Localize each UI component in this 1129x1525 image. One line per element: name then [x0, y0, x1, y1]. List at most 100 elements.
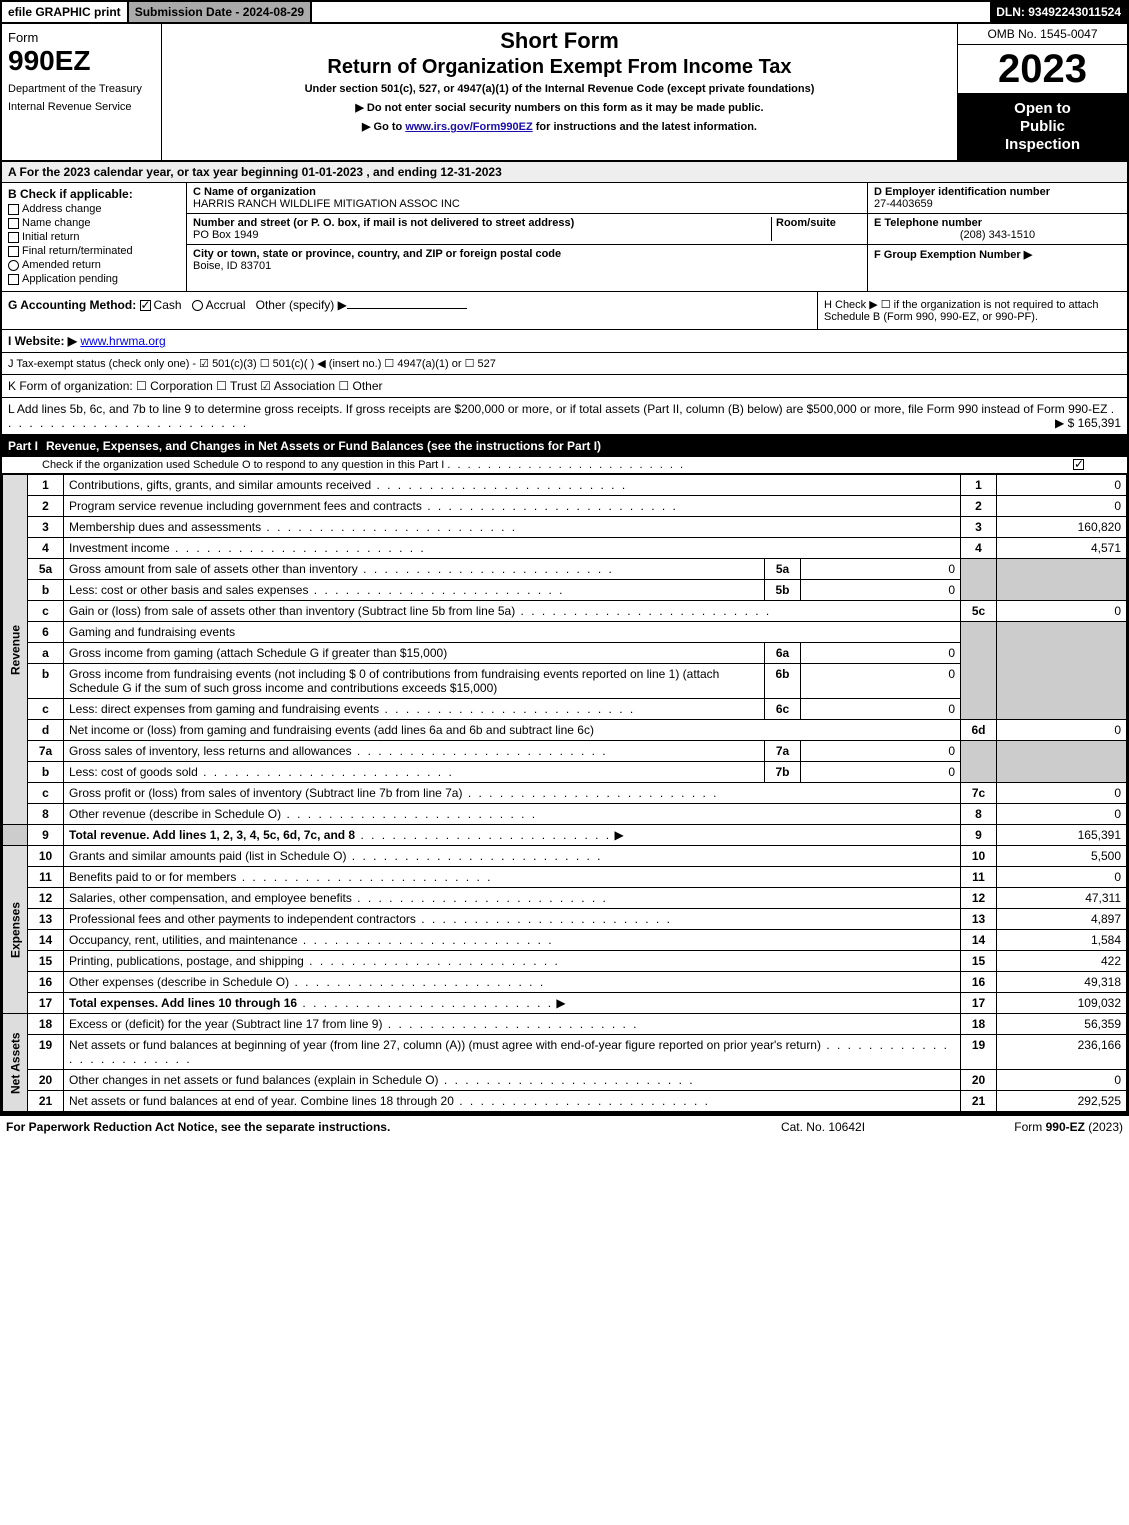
c-name-label: C Name of organization: [193, 186, 861, 198]
open-inspection: Open to Public Inspection: [958, 94, 1127, 160]
rno-14: 14: [961, 930, 997, 951]
chk-name[interactable]: Name change: [8, 217, 180, 229]
c-city-value: Boise, ID 83701: [193, 260, 271, 272]
desc-6d: Net income or (loss) from gaming and fun…: [64, 720, 961, 741]
rno-11: 11: [961, 867, 997, 888]
g-accrual: Accrual: [206, 298, 246, 312]
val-7c: 0: [997, 783, 1127, 804]
val-4: 4,571: [997, 538, 1127, 559]
rno-19: 19: [961, 1035, 997, 1070]
section-k: K Form of organization: ☐ Corporation ☐ …: [2, 375, 1127, 398]
lno-21: 21: [28, 1091, 64, 1112]
il-6c: 6c: [765, 699, 801, 720]
c-name-block: C Name of organization HARRIS RANCH WILD…: [187, 183, 867, 214]
val-6d: 0: [997, 720, 1127, 741]
g-other: Other (specify) ▶: [256, 298, 347, 312]
desc-5b: Less: cost or other basis and sales expe…: [64, 580, 765, 601]
desc-6b: Gross income from fundraising events (no…: [64, 664, 765, 699]
section-c: C Name of organization HARRIS RANCH WILD…: [187, 183, 867, 291]
g-other-input[interactable]: [347, 308, 467, 309]
desc-5a: Gross amount from sale of assets other t…: [64, 559, 765, 580]
val-20: 0: [997, 1070, 1127, 1091]
val-8: 0: [997, 804, 1127, 825]
footer-left: For Paperwork Reduction Act Notice, see …: [6, 1120, 723, 1134]
val-15: 422: [997, 951, 1127, 972]
desc-7b: Less: cost of goods sold: [64, 762, 765, 783]
chk-final[interactable]: Final return/terminated: [8, 245, 180, 257]
desc-19: Net assets or fund balances at beginning…: [64, 1035, 961, 1070]
lno-14: 14: [28, 930, 64, 951]
page-footer: For Paperwork Reduction Act Notice, see …: [0, 1114, 1129, 1138]
val-17: 109,032: [997, 993, 1127, 1014]
irs-link[interactable]: www.irs.gov/Form990EZ: [405, 121, 532, 133]
e-label: E Telephone number: [874, 217, 982, 229]
l-value: ▶ $ 165,391: [1055, 416, 1121, 430]
rno-4: 4: [961, 538, 997, 559]
val-2: 0: [997, 496, 1127, 517]
rno-18: 18: [961, 1014, 997, 1035]
chk-address[interactable]: Address change: [8, 203, 180, 215]
side-revenue: Revenue: [3, 475, 28, 825]
goto-suffix: for instructions and the latest informat…: [533, 121, 757, 133]
open-line3: Inspection: [1005, 136, 1080, 153]
desc-5c: Gain or (loss) from sale of assets other…: [64, 601, 961, 622]
lno-13: 13: [28, 909, 64, 930]
tax-year: 2023: [958, 45, 1127, 94]
c-city-label: City or town, state or province, country…: [193, 248, 561, 260]
desc-14: Occupancy, rent, utilities, and maintena…: [64, 930, 961, 951]
section-j: J Tax-exempt status (check only one) - ☑…: [2, 353, 1127, 375]
efile-print-label[interactable]: efile GRAPHIC print: [2, 2, 129, 22]
lno-9: 9: [28, 825, 64, 846]
website-link[interactable]: www.hrwma.org: [80, 334, 165, 348]
rno-6d: 6d: [961, 720, 997, 741]
chk-pending[interactable]: Application pending: [8, 273, 180, 285]
lno-5c: c: [28, 601, 64, 622]
rno-15: 15: [961, 951, 997, 972]
g-accrual-check[interactable]: [192, 300, 203, 311]
c-street-label: Number and street (or P. O. box, if mail…: [193, 217, 574, 229]
submission-date: Submission Date - 2024-08-29: [129, 2, 312, 22]
chk-amended[interactable]: Amended return: [8, 259, 180, 271]
section-i: I Website: ▶ www.hrwma.org: [2, 330, 1127, 353]
il-7b: 7b: [765, 762, 801, 783]
lno-16: 16: [28, 972, 64, 993]
lno-6: 6: [28, 622, 64, 643]
desc-8: Other revenue (describe in Schedule O): [64, 804, 961, 825]
iv-5b: 0: [801, 580, 961, 601]
il-6a: 6a: [765, 643, 801, 664]
form-header: Form 990EZ Department of the Treasury In…: [2, 24, 1127, 162]
part1-sub-check[interactable]: [1073, 459, 1084, 470]
section-d-e-f: D Employer identification number 27-4403…: [867, 183, 1127, 291]
il-5b: 5b: [765, 580, 801, 601]
i-label: I Website: ▶: [8, 334, 77, 348]
section-g-h: G Accounting Method: Cash Accrual Other …: [2, 292, 1127, 330]
lno-12: 12: [28, 888, 64, 909]
d-value: 27-4403659: [874, 198, 933, 210]
lno-6a: a: [28, 643, 64, 664]
desc-1: Contributions, gifts, grants, and simila…: [64, 475, 961, 496]
rno-3: 3: [961, 517, 997, 538]
subtitle-ssn: ▶ Do not enter social security numbers o…: [170, 101, 949, 114]
lno-6d: d: [28, 720, 64, 741]
d-ein-block: D Employer identification number 27-4403…: [868, 183, 1127, 214]
c-name-value: HARRIS RANCH WILDLIFE MITIGATION ASSOC I…: [193, 198, 460, 210]
rno-9: 9: [961, 825, 997, 846]
desc-2: Program service revenue including govern…: [64, 496, 961, 517]
side-expenses: Expenses: [3, 846, 28, 1014]
shade-5ab: [961, 559, 997, 601]
rno-12: 12: [961, 888, 997, 909]
part1-header: Part I Revenue, Expenses, and Changes in…: [2, 435, 1127, 457]
desc-21: Net assets or fund balances at end of ye…: [64, 1091, 961, 1112]
lno-3: 3: [28, 517, 64, 538]
rno-13: 13: [961, 909, 997, 930]
rno-8: 8: [961, 804, 997, 825]
desc-20: Other changes in net assets or fund bala…: [64, 1070, 961, 1091]
g-cash-check[interactable]: [140, 300, 151, 311]
chk-initial[interactable]: Initial return: [8, 231, 180, 243]
iv-7a: 0: [801, 741, 961, 762]
val-14: 1,584: [997, 930, 1127, 951]
il-5a: 5a: [765, 559, 801, 580]
desc-12: Salaries, other compensation, and employ…: [64, 888, 961, 909]
header-center: Short Form Return of Organization Exempt…: [162, 24, 957, 160]
il-7a: 7a: [765, 741, 801, 762]
